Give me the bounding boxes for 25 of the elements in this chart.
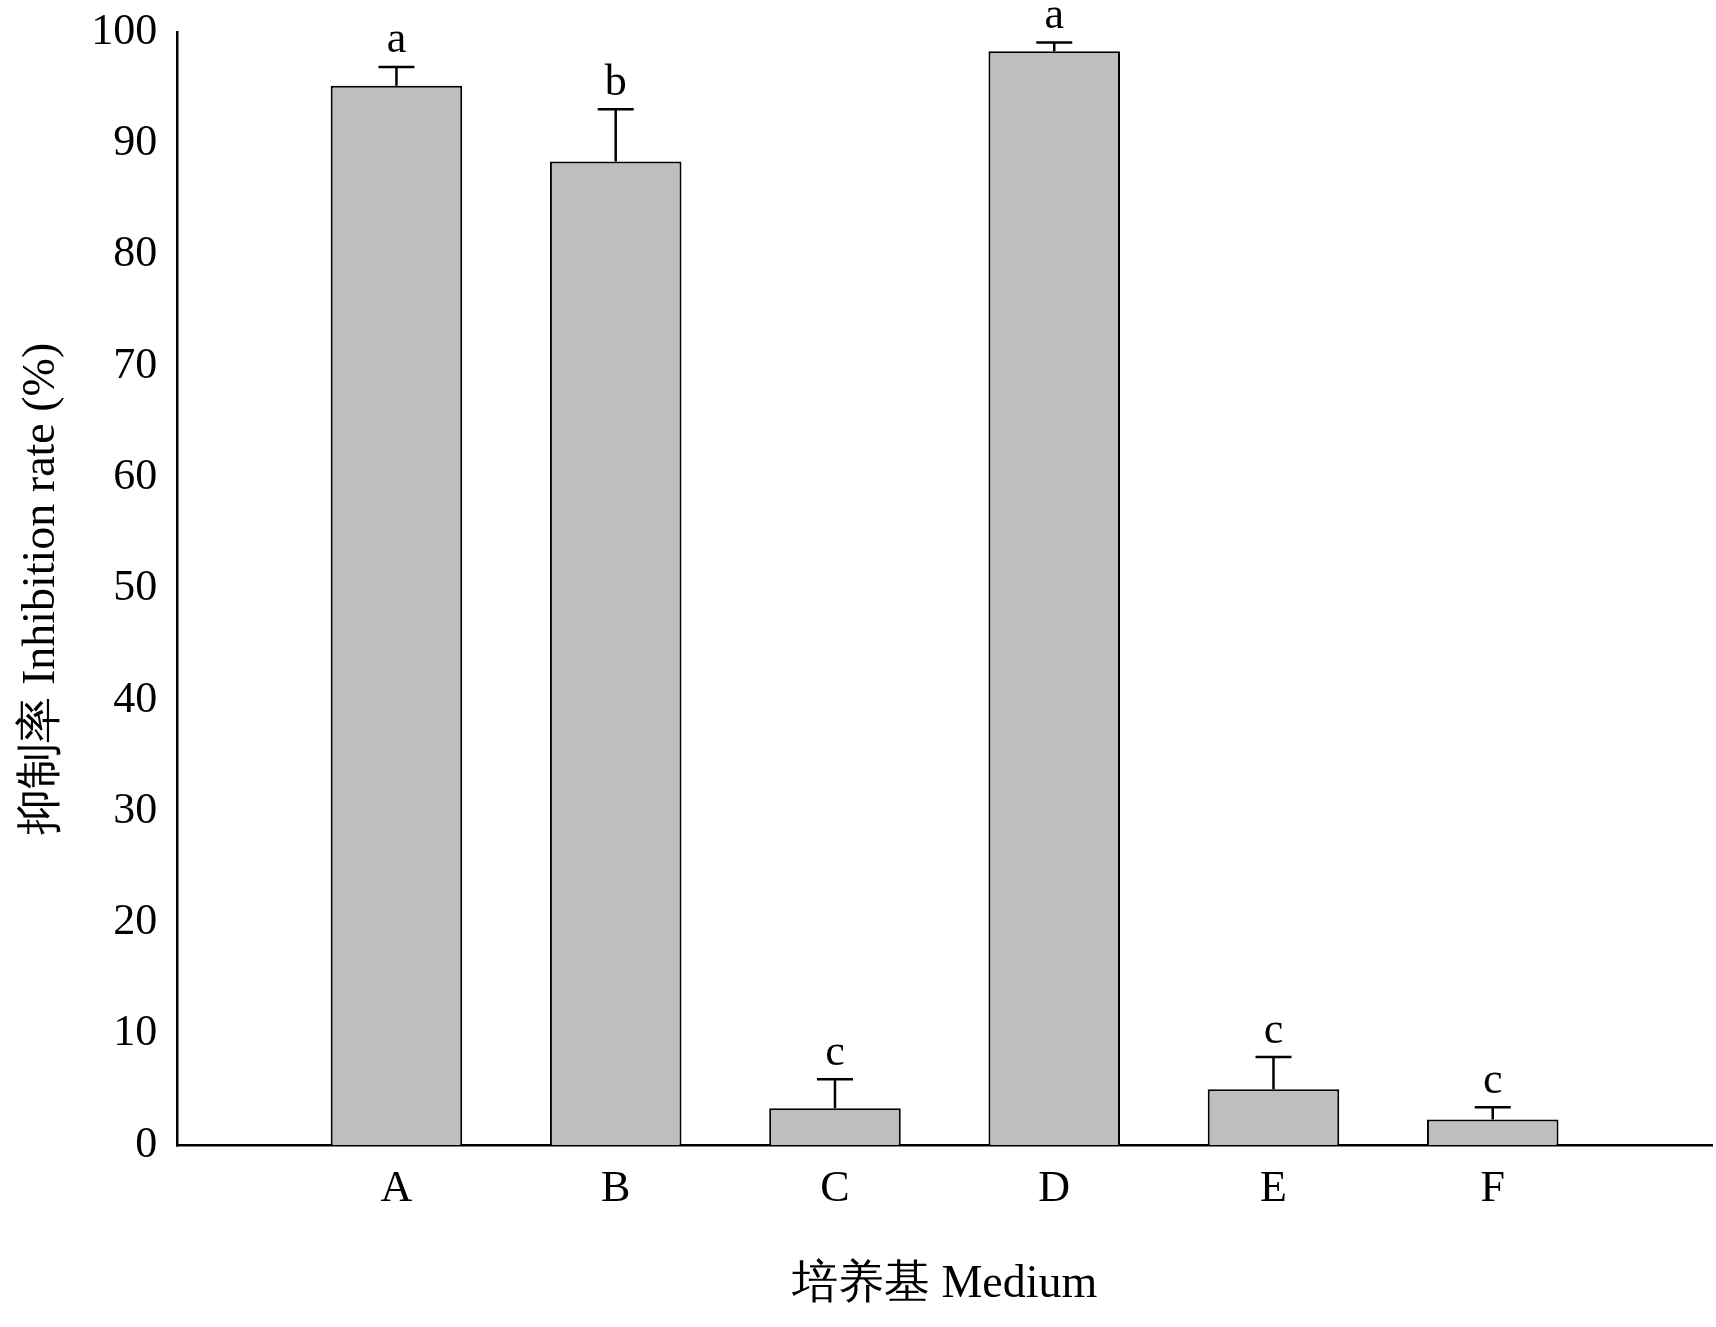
y-tick-label: 40 — [113, 672, 158, 722]
annotation: c — [825, 1025, 845, 1075]
y-tick-label: 20 — [113, 895, 158, 945]
x-axis-title: 培养基 Medium — [790, 1256, 1098, 1308]
y-tick-label: 30 — [113, 783, 158, 833]
x-tick-label: E — [1260, 1161, 1287, 1211]
x-tick-label: D — [1038, 1161, 1071, 1211]
annotation: c — [1263, 1003, 1284, 1053]
y-tick-label: 0 — [135, 1117, 158, 1167]
x-tick-label: F — [1480, 1161, 1505, 1211]
annotation: a — [386, 13, 407, 63]
y-tick-label: 10 — [113, 1006, 158, 1056]
annotation: a — [1044, 0, 1064, 38]
annotation: b — [604, 55, 627, 105]
y-tick-label: 90 — [113, 116, 158, 166]
y-tick-label: 70 — [113, 338, 158, 388]
y-axis-title: 抑制率 Inhibition rate (%) — [12, 342, 64, 835]
x-tick-label: A — [380, 1161, 413, 1211]
y-tick-label: 80 — [113, 227, 158, 277]
y-tick-label: 100 — [91, 4, 158, 54]
annotation: c — [1482, 1053, 1503, 1103]
x-tick-label: B — [601, 1161, 631, 1211]
y-tick-label: 50 — [113, 561, 158, 611]
x-tick-label: C — [820, 1161, 850, 1211]
y-tick-label: 60 — [113, 450, 158, 499]
